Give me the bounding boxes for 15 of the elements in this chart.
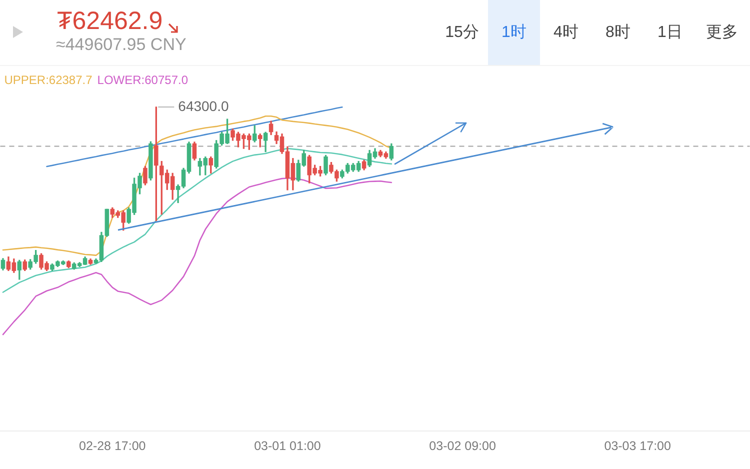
tab[interactable]: 更多 bbox=[696, 0, 748, 65]
chart-title: ₮62462.9 bbox=[57, 7, 163, 35]
annotation: 64300.0 bbox=[178, 98, 229, 114]
text: UPPER:62387.7 bbox=[4, 73, 92, 87]
x-tick-label: 03-03 17:00 bbox=[604, 438, 672, 453]
tab[interactable]: 8时 bbox=[592, 0, 644, 65]
tab[interactable]: 4时 bbox=[540, 0, 592, 65]
x-tick-label: 02-28 17:00 bbox=[79, 438, 146, 453]
tab[interactable]: 1时 bbox=[488, 0, 540, 65]
tab[interactable]: 15分 bbox=[436, 0, 488, 65]
chart-subtitle: ≈449607.95 CNY bbox=[56, 35, 186, 55]
tab[interactable]: 1日 bbox=[644, 0, 696, 65]
x-tick-label: 03-02 09:00 bbox=[429, 438, 496, 453]
text: LOWER:60757.0 bbox=[97, 73, 188, 87]
x-tick-label: 03-01 01:00 bbox=[254, 438, 321, 453]
